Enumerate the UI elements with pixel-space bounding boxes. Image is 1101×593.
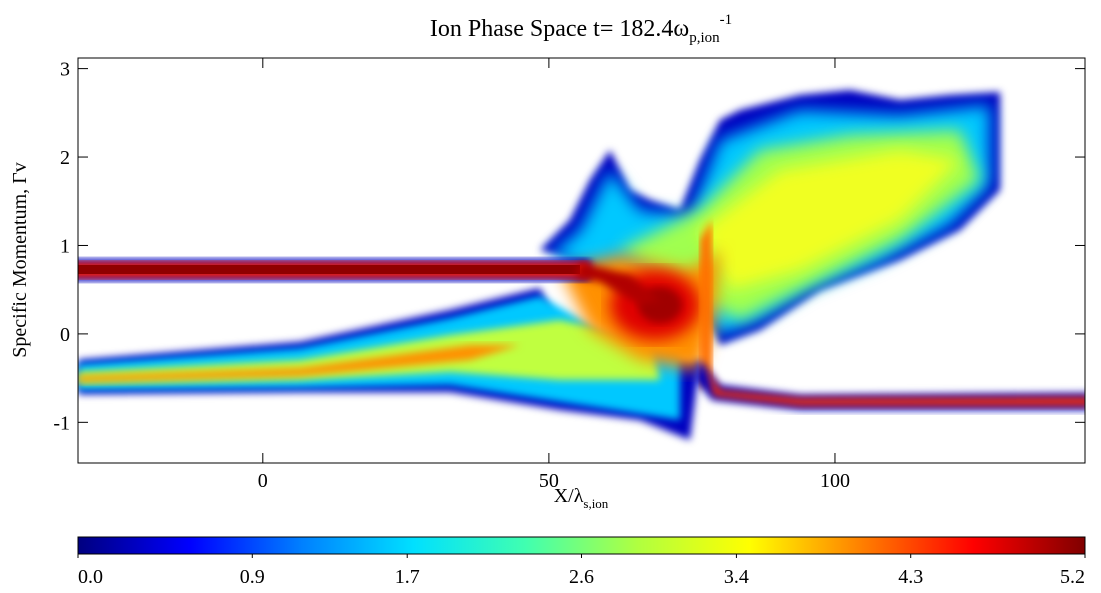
x-tick-label: 100 [820, 470, 850, 492]
x-tick-label: 50 [539, 470, 559, 492]
colorbar-tick-label: 5.2 [1060, 566, 1085, 588]
colorbar [77, 536, 1086, 555]
y-tick-label: 3 [60, 59, 70, 81]
title-sub: p,ion [689, 30, 720, 46]
chart-title: Ion Phase Space t= 182.4ωp,ion-1 [430, 12, 732, 46]
y-tick-label: 2 [60, 147, 70, 169]
colorbar-tick-label: 0.0 [78, 566, 103, 588]
y-tick-label: 1 [60, 235, 70, 257]
title-sup: -1 [720, 12, 733, 28]
xlabel-sub: s,ion [583, 496, 608, 511]
y-axis-label: Specific Momentum, Γv [9, 162, 31, 357]
x-tick-label: 0 [258, 470, 268, 492]
colorbar-tick-label: 1.7 [395, 566, 420, 588]
xlabel-main: X/λ [554, 485, 584, 507]
colorbar-tick-label: 2.6 [569, 566, 594, 588]
y-tick-label: -1 [53, 412, 70, 434]
plot-frame [77, 57, 1086, 464]
y-tick-label: 0 [60, 324, 70, 346]
colorbar-tick-label: 0.9 [240, 566, 265, 588]
title-main: Ion Phase Space t= 182.4ω [430, 16, 689, 42]
x-axis-label: X/λs,ion [554, 485, 609, 511]
phase-space-density [78, 90, 1085, 440]
colorbar-tick-label: 3.4 [724, 566, 749, 588]
colorbar-tick-label: 4.3 [898, 566, 923, 588]
